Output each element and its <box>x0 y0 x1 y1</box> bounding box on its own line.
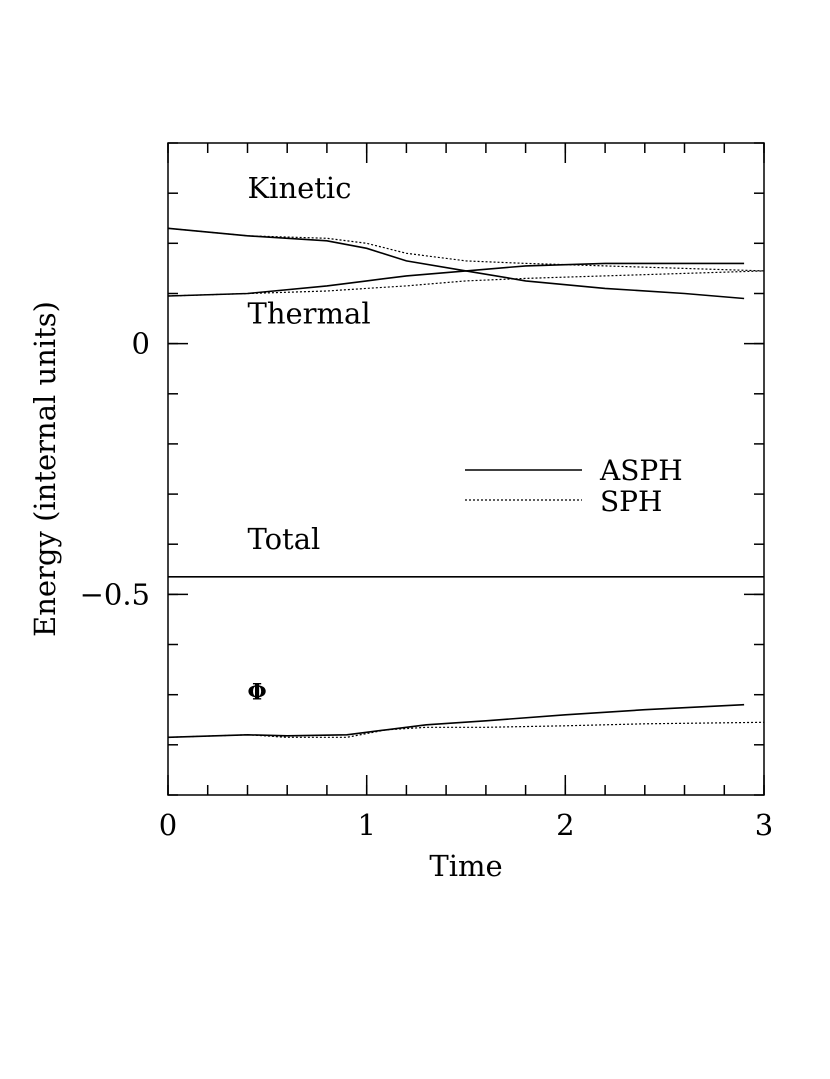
x-axis-label: Time <box>429 849 502 883</box>
series-line--sph <box>167 721 765 738</box>
annotations: Kinetic Thermal Total Φ <box>248 171 371 706</box>
annotation-total: Total <box>248 522 321 556</box>
y-tick-label: 0 <box>132 327 150 361</box>
series-line-thermal-sph <box>167 270 765 297</box>
x-tick-label: 3 <box>755 808 773 842</box>
series-line-kinetic-sph <box>167 227 765 272</box>
series-line--asph <box>167 703 745 739</box>
series-line-thermal-asph <box>167 262 745 297</box>
x-tick-label: 0 <box>159 808 177 842</box>
legend-label-sph: SPH <box>600 485 662 518</box>
tick-labels: 0 1 2 3 −0.5 0 <box>80 327 774 842</box>
series-layer <box>167 227 765 739</box>
x-tick-label: 2 <box>556 808 574 842</box>
y-tick-label: −0.5 <box>80 577 150 611</box>
legend-label-asph: ASPH <box>599 454 683 487</box>
annotation-phi: Φ <box>248 680 267 706</box>
major-ticks <box>167 143 765 795</box>
plot-frame <box>167 142 765 796</box>
series-line-kinetic-asph <box>167 227 745 300</box>
annotation-thermal: Thermal <box>248 297 371 331</box>
annotation-kinetic: Kinetic <box>248 171 352 205</box>
legend: ASPH SPH <box>465 454 683 518</box>
y-axis-label: Energy (internal units) <box>28 301 62 637</box>
x-tick-label: 1 <box>357 808 375 842</box>
